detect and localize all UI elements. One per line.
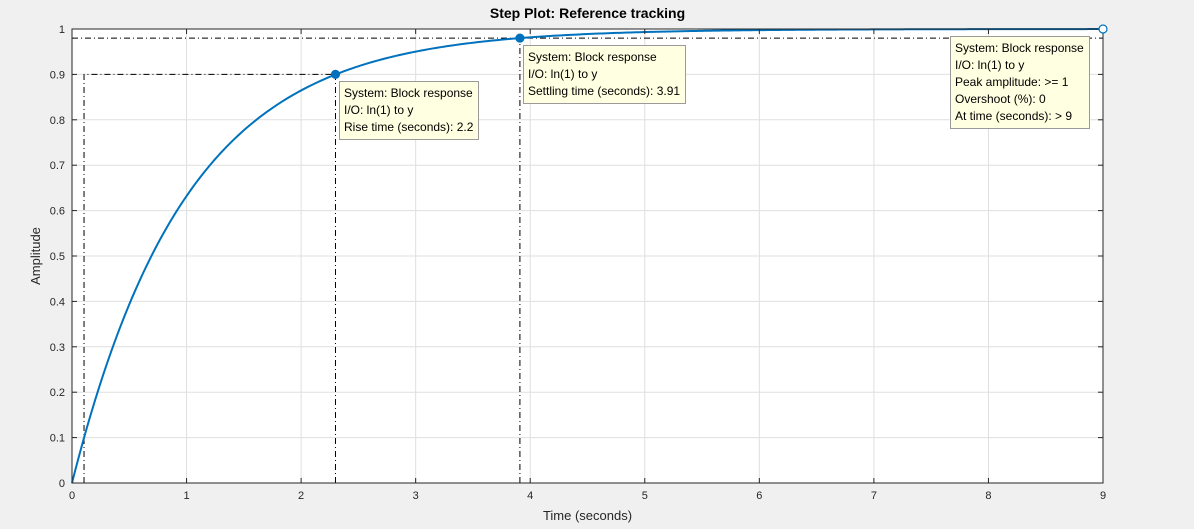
y-tick-label: 0.8 bbox=[50, 115, 65, 127]
x-tick-label: 7 bbox=[871, 490, 877, 502]
y-tick-label: 0.5 bbox=[50, 251, 65, 263]
y-tick-label: 0.4 bbox=[50, 296, 65, 308]
datatip-system: System: Block response bbox=[528, 50, 657, 64]
y-tick-label: 0.9 bbox=[50, 69, 65, 81]
x-tick-label: 3 bbox=[413, 490, 419, 502]
x-tick-label: 8 bbox=[985, 490, 991, 502]
y-tick-label: 0 bbox=[59, 478, 65, 490]
characteristic-marker bbox=[330, 69, 341, 80]
x-tick-label: 2 bbox=[298, 490, 304, 502]
peak-response-datatip[interactable]: System: Block response I/O: ln(1) to y P… bbox=[950, 36, 1090, 129]
x-tick-label: 5 bbox=[642, 490, 648, 502]
peak-response-marker bbox=[1098, 24, 1108, 34]
datatip-io: I/O: ln(1) to y bbox=[955, 58, 1025, 72]
y-tick-label: 0.6 bbox=[50, 206, 65, 218]
characteristic-marker bbox=[515, 33, 525, 43]
x-tick-label: 4 bbox=[527, 490, 533, 502]
x-tick-label: 0 bbox=[69, 490, 75, 502]
x-tick-label: 1 bbox=[183, 490, 189, 502]
markers bbox=[330, 24, 1108, 80]
y-tick-label: 0.3 bbox=[50, 342, 65, 354]
datatip-peak-time: At time (seconds): > 9 bbox=[955, 109, 1073, 123]
y-tick-label: 0.7 bbox=[50, 160, 65, 172]
reference-lines bbox=[72, 37, 1103, 483]
rise-start-reference-line bbox=[83, 73, 336, 483]
y-tick-label: 0.1 bbox=[50, 433, 65, 445]
chart-title: Step Plot: Reference tracking bbox=[490, 5, 685, 21]
rise-time-datatip[interactable]: System: Block response I/O: ln(1) to y R… bbox=[339, 81, 480, 140]
x-axis-label: Time (seconds) bbox=[543, 508, 632, 523]
datatip-rise-time: Rise time (seconds): 2.2 bbox=[344, 120, 474, 134]
datatip-system: System: Block response bbox=[344, 86, 473, 100]
y-tick-label: 1 bbox=[59, 24, 65, 36]
settling-time-datatip[interactable]: System: Block response I/O: ln(1) to y S… bbox=[523, 45, 687, 104]
datatip-peak-amplitude: Peak amplitude: >= 1 bbox=[955, 75, 1069, 89]
x-tick-label: 6 bbox=[756, 490, 762, 502]
ticks: 0 1 2 3 4 5 6 7 8 9 0 0.1 0.2 0.3 0.4 0.5 0.6 0.7 0.8 0.9 1 bbox=[50, 24, 1106, 502]
datatip-io: I/O: ln(1) to y bbox=[344, 103, 414, 117]
y-axis-label: Amplitude bbox=[28, 227, 43, 285]
datatip-system: System: Block response bbox=[955, 41, 1084, 55]
y-tick-label: 0.2 bbox=[50, 387, 65, 399]
datatip-io: I/O: ln(1) to y bbox=[528, 67, 598, 81]
datatip-settling-time: Settling time (seconds): 3.91 bbox=[528, 84, 681, 98]
x-tick-label: 9 bbox=[1100, 490, 1106, 502]
datatip-overshoot: Overshoot (%): 0 bbox=[955, 92, 1046, 106]
